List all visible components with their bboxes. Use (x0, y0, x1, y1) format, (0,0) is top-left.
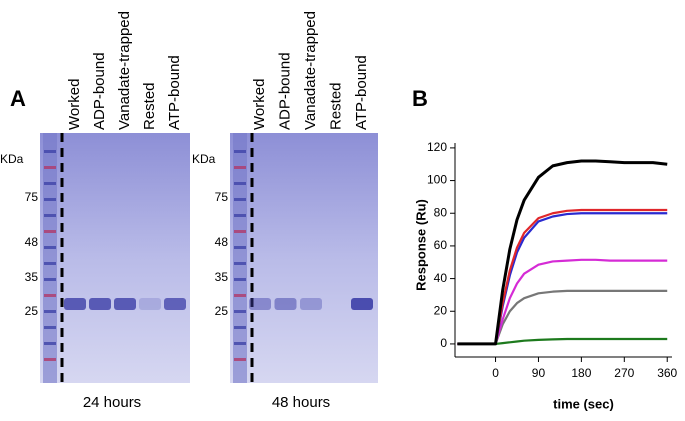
gel-caption: 48 hours (272, 394, 330, 411)
gel-caption: 24 hours (83, 394, 141, 411)
y-tick-label: 20 (434, 303, 448, 317)
marker-label: 35 (215, 270, 229, 284)
ladder-band (44, 310, 56, 313)
ladder-band (234, 230, 246, 233)
ladder-band (234, 166, 246, 169)
ladder-band (44, 182, 56, 185)
ladder-band (44, 214, 56, 217)
protein-band (351, 298, 373, 310)
x-tick-label: 180 (571, 366, 591, 380)
ladder-lane (233, 133, 247, 383)
ladder-band (234, 310, 246, 313)
y-tick-label: 100 (427, 173, 447, 187)
marker-label: 48 (215, 235, 229, 249)
series-line (457, 337, 668, 346)
x-tick-label: 0 (492, 366, 499, 380)
x-tick-label: 90 (532, 366, 546, 380)
lane-label: Rested (141, 82, 158, 130)
protein-band (89, 298, 111, 310)
lane-label: ATP-bound (353, 55, 370, 130)
lane-label: ADP-bound (91, 52, 108, 130)
lane-label: ATP-bound (166, 55, 183, 130)
y-tick-label: 40 (434, 271, 448, 285)
protein-band (274, 298, 297, 310)
marker-label: 25 (215, 304, 229, 318)
panel-label: A (10, 86, 26, 111)
lane-label: ADP-bound (276, 52, 293, 130)
protein-band (249, 298, 271, 310)
unit-label: KDa (192, 152, 216, 166)
ladder-band (234, 342, 246, 345)
lane-label: Worked (66, 79, 83, 130)
y-tick-label: 60 (434, 238, 448, 252)
protein-band (164, 298, 186, 310)
marker-label: 35 (25, 270, 39, 284)
lane-label: Rested (327, 82, 344, 130)
ladder-band (44, 326, 56, 329)
ladder-band (44, 278, 56, 281)
y-tick-label: 0 (440, 336, 447, 350)
marker-label: 25 (25, 304, 39, 318)
ladder-band (234, 198, 246, 201)
panel-label: B (412, 86, 428, 111)
ladder-band (234, 278, 246, 281)
ladder-band (44, 294, 56, 297)
series-line (457, 289, 668, 346)
protein-band (64, 298, 86, 310)
marker-label: 48 (25, 235, 39, 249)
ladder-lane (43, 133, 57, 383)
ladder-band (44, 150, 56, 153)
ladder-band (234, 214, 246, 217)
marker-label: 75 (215, 190, 229, 204)
ladder-band (44, 166, 56, 169)
protein-band (139, 298, 161, 310)
ladder-band (234, 326, 246, 329)
y-tick-label: 120 (427, 140, 447, 154)
gel (230, 133, 378, 383)
protein-band (114, 298, 136, 310)
ladder-band (234, 294, 246, 297)
lane-label: Vanadate-trapped (116, 11, 133, 130)
series-line (457, 208, 668, 346)
gel (40, 133, 190, 383)
series-line (457, 212, 668, 346)
x-tick-label: 270 (614, 366, 634, 380)
lane-label: Vanadate-trapped (302, 11, 319, 130)
ladder-band (234, 246, 246, 249)
ladder-band (234, 182, 246, 185)
unit-label: KDa (0, 152, 24, 166)
lane-label: Worked (251, 79, 268, 130)
ladder-band (44, 246, 56, 249)
protein-band (300, 298, 322, 310)
x-tick-label: 360 (657, 366, 677, 380)
ladder-band (234, 358, 246, 361)
marker-label: 75 (25, 190, 39, 204)
ladder-band (234, 262, 246, 265)
y-tick-label: 80 (434, 205, 448, 219)
ladder-band (44, 198, 56, 201)
series-line (457, 159, 668, 346)
ladder-band (44, 230, 56, 233)
series-line (457, 258, 668, 346)
x-axis-title: time (sec) (553, 396, 614, 411)
ladder-band (44, 342, 56, 345)
y-axis-title: Response (Ru) (413, 199, 428, 291)
ladder-band (234, 150, 246, 153)
ladder-band (44, 358, 56, 361)
ladder-band (44, 262, 56, 265)
